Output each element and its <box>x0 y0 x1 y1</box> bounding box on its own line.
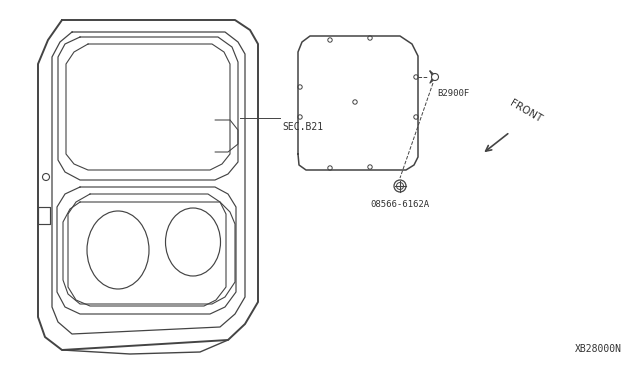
Text: XB28000N: XB28000N <box>575 344 622 354</box>
Circle shape <box>431 74 438 80</box>
Text: FRONT: FRONT <box>508 98 543 124</box>
Text: SEC.B21: SEC.B21 <box>282 122 323 132</box>
Circle shape <box>394 180 406 192</box>
Text: B2900F: B2900F <box>437 89 469 98</box>
Text: 08566-6162A: 08566-6162A <box>371 200 429 209</box>
Circle shape <box>397 183 403 189</box>
